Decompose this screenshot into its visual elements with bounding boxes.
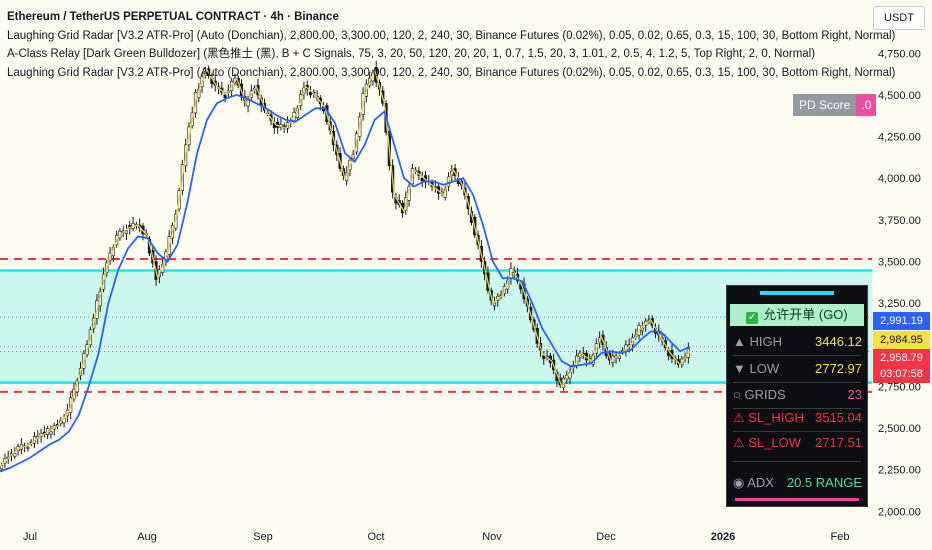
y-tick-label: 3,750.00: [878, 215, 921, 227]
panel-top-bar: [760, 291, 834, 295]
indicator-legend-3[interactable]: Laughing Grid Radar [V3.2 ATR-Pro] (Auto…: [7, 67, 896, 79]
panel-divider: [733, 431, 861, 432]
ma-blue-price-badge: 2,991.19: [873, 312, 930, 330]
sl-high-value: 3515.04: [815, 410, 862, 425]
high-label: ▲ HIGH: [733, 334, 782, 349]
y-tick-label: 3,500.00: [878, 256, 921, 268]
price-path-yellow: [0, 68, 691, 467]
pd-score-value: .0: [856, 94, 877, 116]
candle-body: [49, 431, 53, 435]
grids-label: ○ GRIDS: [733, 387, 786, 402]
candle-body: [308, 91, 313, 96]
candle-body: [13, 453, 17, 457]
panel-bottom-bar: [735, 498, 859, 501]
pd-score-label: PD Score: [793, 94, 857, 116]
y-tick-label: 4,500.00: [878, 90, 921, 102]
chart-title: Ethereum / TetherUS PERPETUAL CONTRACT ·…: [7, 11, 339, 23]
panel-divider: [733, 408, 861, 409]
panel-row-sl-high: ⚠ SL_HIGH 3515.04: [727, 406, 867, 430]
status-text: 允许开单 (GO): [763, 307, 848, 322]
x-tick-label: Feb: [831, 531, 850, 543]
high-value: 3446.12: [815, 334, 862, 349]
x-tick-label: Nov: [482, 531, 502, 543]
x-tick-label: 2026: [711, 531, 735, 543]
candle-body: [124, 230, 129, 234]
x-tick-label: Jul: [23, 531, 37, 543]
last-price-badge: 2,958.79: [873, 349, 930, 367]
status-go-badge: ✓ 允许开单 (GO): [730, 304, 864, 326]
ma-yellow-price-badge: 2,984.95: [873, 331, 930, 349]
candle-body: [617, 355, 621, 359]
x-tick-label: Oct: [367, 531, 384, 543]
sl-low-value: 2717.51: [815, 435, 862, 450]
bar-countdown-badge: 03:07:58: [873, 365, 930, 383]
low-value: 2772.97: [815, 361, 862, 376]
y-tick-label: 2,500.00: [878, 423, 921, 435]
y-tick-label: 4,250.00: [878, 132, 921, 144]
candle-body: [542, 355, 546, 359]
panel-row-adx: ◉ ADX 20.5 RANGE: [727, 471, 867, 495]
ma-blue-line: [0, 93, 691, 473]
y-tick-label: 2,750.00: [878, 381, 921, 393]
x-tick-label: Aug: [137, 531, 157, 543]
currency-selector[interactable]: USDT: [873, 6, 925, 30]
y-tick-label: 2,000.00: [878, 506, 921, 518]
candle-body: [26, 447, 30, 449]
low-label: ▼ LOW: [733, 361, 780, 376]
sl-high-label: ⚠ SL_HIGH: [733, 410, 804, 425]
y-tick-label: 4,000.00: [878, 173, 921, 185]
x-tick-label: Dec: [596, 531, 616, 543]
candle-body: [492, 302, 497, 307]
grids-value: 23: [847, 387, 862, 402]
check-icon: ✓: [746, 312, 759, 324]
y-tick-label: 4,750.00: [878, 48, 921, 60]
candle-body: [0, 465, 4, 470]
panel-row-high: ▲ HIGH 3446.12: [727, 330, 867, 354]
pd-score-badge: PD Score .0: [793, 94, 877, 116]
panel-divider: [733, 382, 861, 383]
y-tick-label: 2,250.00: [878, 465, 921, 477]
panel-row-low: ▼ LOW 2772.97: [727, 357, 867, 381]
panel-divider: [733, 461, 861, 462]
adx-label: ◉ ADX: [733, 475, 774, 490]
sl-low-label: ⚠ SL_LOW: [733, 435, 802, 450]
panel-row-sl-low: ⚠ SL_LOW 2717.51: [727, 431, 867, 455]
grid-radar-panel: ✓ 允许开单 (GO) ▲ HIGH 3446.12 ▼ LOW 2772.97 …: [726, 285, 868, 507]
x-tick-label: Sep: [253, 531, 273, 543]
y-tick-label: 3,250.00: [878, 298, 921, 310]
adx-value: 20.5 RANGE: [786, 475, 862, 490]
indicator-legend-1[interactable]: Laughing Grid Radar [V3.2 ATR-Pro] (Auto…: [7, 30, 896, 42]
indicator-legend-2[interactable]: A-Class Relay [Dark Green Bulldozer] (黑色…: [7, 48, 816, 60]
panel-row-grids: ○ GRIDS 23: [727, 383, 867, 407]
candle-body: [640, 327, 644, 332]
candle-body: [420, 177, 424, 182]
candle-body: [223, 94, 227, 98]
panel-divider: [733, 355, 861, 356]
